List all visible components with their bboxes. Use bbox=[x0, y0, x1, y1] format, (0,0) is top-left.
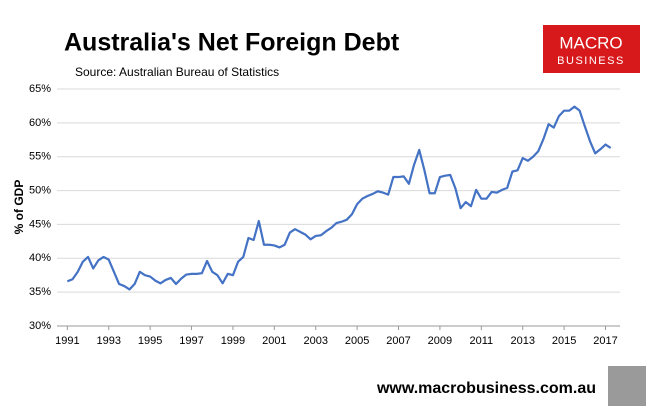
x-tick-label: 2005 bbox=[345, 335, 369, 347]
y-tick-label: 45% bbox=[29, 218, 51, 230]
x-tick-label: 2003 bbox=[303, 335, 327, 347]
x-tick-label: 2013 bbox=[510, 335, 534, 347]
x-tick-label: 2009 bbox=[428, 335, 452, 347]
x-tick-label: 2017 bbox=[593, 335, 617, 347]
logo-box bbox=[543, 25, 640, 73]
x-tick-label: 2001 bbox=[262, 335, 286, 347]
y-tick-label: 30% bbox=[29, 320, 51, 332]
y-tick-label: 60% bbox=[29, 117, 51, 129]
x-tick-label: 1999 bbox=[221, 335, 245, 347]
x-tick-label: 2007 bbox=[386, 335, 410, 347]
y-tick-label: 55% bbox=[29, 151, 51, 163]
x-tick-label: 1997 bbox=[179, 335, 203, 347]
y-tick-label: 65% bbox=[29, 83, 51, 95]
data-line bbox=[66, 105, 612, 291]
y-tick-label: 35% bbox=[29, 286, 51, 298]
x-tick-label: 2015 bbox=[552, 335, 576, 347]
chart-subtitle: Source: Australian Bureau of Statistics bbox=[75, 65, 279, 79]
y-axis-label: % of GDP bbox=[12, 180, 26, 235]
logo-image bbox=[608, 366, 646, 406]
logo-text: BUSINESS bbox=[557, 55, 625, 67]
x-tick-label: 1991 bbox=[55, 335, 79, 347]
chart-title: Australia's Net Foreign Debt bbox=[64, 29, 400, 57]
footer: www.macrobusiness.com.au bbox=[376, 380, 596, 397]
x-tick-label: 1993 bbox=[97, 335, 121, 347]
logo-text: MACRO bbox=[559, 33, 622, 52]
x-tick-label: 1995 bbox=[138, 335, 162, 347]
x-tick-label: 2011 bbox=[469, 335, 493, 347]
y-tick-label: 40% bbox=[29, 252, 51, 264]
y-tick-label: 50% bbox=[29, 184, 51, 196]
